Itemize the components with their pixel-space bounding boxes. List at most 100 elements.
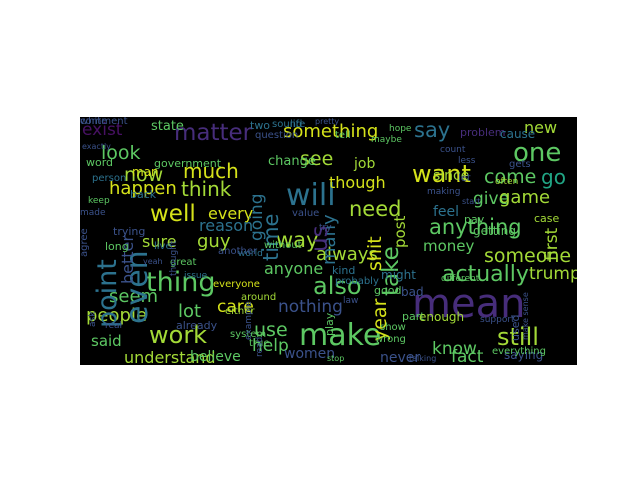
word-change: change <box>268 154 316 169</box>
word-support: support <box>480 315 515 325</box>
word-know: know <box>432 339 477 359</box>
word-look: look <box>101 142 141 164</box>
word-might: might <box>381 268 416 282</box>
word-try: try <box>319 223 332 233</box>
word-law: law <box>343 296 359 306</box>
word-world: world <box>238 249 263 259</box>
word-tell: tell <box>335 130 351 141</box>
word-everything: everything <box>492 346 546 357</box>
word-two: two <box>250 119 271 132</box>
word-actually: actually <box>442 262 529 287</box>
word-though: though <box>329 173 386 192</box>
word-believe: believe <box>190 349 241 365</box>
word-gets: gets <box>509 159 531 170</box>
word-go: go <box>541 165 566 189</box>
word-said: said <box>91 332 122 350</box>
word-someone: someone <box>484 245 572 267</box>
word-job: job <box>354 156 376 172</box>
word-true: true <box>249 338 270 349</box>
word-bad: bad <box>401 285 424 299</box>
word-agree: agree <box>80 228 90 257</box>
word-help: help <box>252 336 289 356</box>
word-stop: stop <box>327 354 345 363</box>
word-game: game <box>499 187 551 208</box>
word-system: system <box>230 329 267 340</box>
word-cause: cause <box>500 127 536 141</box>
word-new: new <box>524 118 558 137</box>
word-much: much <box>183 159 239 183</box>
word-making: making <box>427 187 461 197</box>
word-feel: feel <box>433 204 460 220</box>
word-around: around <box>241 292 277 303</box>
word-less: less <box>458 156 476 166</box>
word-enough: enough <box>419 310 465 324</box>
word-long: long <box>105 240 129 253</box>
word-saying: saying <box>504 348 544 362</box>
word-anyone: anyone <box>264 259 324 278</box>
word-made: made <box>80 208 106 218</box>
word-matter: matter <box>174 120 253 146</box>
word-state: state <box>151 119 184 134</box>
word-maybe: maybe <box>371 135 402 145</box>
word-guy: guy <box>197 231 231 252</box>
word-trump: trump <box>529 264 577 284</box>
word-kind: kind <box>332 264 356 277</box>
word-real: real <box>105 321 123 331</box>
word-see: see <box>300 148 334 170</box>
word-live: live <box>154 241 172 252</box>
word-exactly: exactly <box>82 142 111 151</box>
word-always: always <box>316 244 378 265</box>
word-cloud: exist matter something say new one look problem… <box>80 117 577 365</box>
word-comment: comment <box>80 117 128 127</box>
word-wrong: wrong <box>375 334 406 345</box>
word-thing: thing <box>146 267 216 298</box>
word-happen: happen <box>109 178 177 199</box>
word-never: never <box>380 350 421 365</box>
word-sure: sure <box>142 232 177 251</box>
word-value: value <box>292 208 320 219</box>
word-people: people <box>86 305 148 326</box>
word-issue: issue <box>184 271 208 281</box>
word-word: word <box>86 156 114 169</box>
word-pretty: pretty <box>315 117 340 126</box>
word-now: now <box>124 164 164 186</box>
word-make-sense: make sense <box>521 291 530 340</box>
word-one: one <box>513 138 562 168</box>
word-also: also <box>313 272 362 300</box>
word-play: play <box>323 312 336 337</box>
word-ask: ask <box>88 311 98 327</box>
word-talking: talking <box>409 354 437 363</box>
word-keep: keep <box>88 196 110 206</box>
word-care: care <box>217 297 254 317</box>
word-different: different <box>441 274 480 284</box>
word-still: still <box>497 323 539 351</box>
word-first: first <box>542 228 562 262</box>
word-way: way <box>276 228 319 252</box>
word-going: going <box>247 193 267 242</box>
word-reason: reason <box>199 216 254 235</box>
word-lot: lot <box>178 301 202 322</box>
word-start: start <box>462 197 481 206</box>
word-probably: probably <box>335 276 379 287</box>
word-say: say <box>414 118 451 142</box>
word-man: man <box>132 165 159 179</box>
word-work: work <box>149 321 208 349</box>
word-need: need <box>349 197 402 221</box>
word-back: back <box>130 188 157 201</box>
word-count: count <box>440 145 466 155</box>
word-problem: problem <box>460 126 506 139</box>
word-trying: trying <box>113 225 146 238</box>
word-pay: pay <box>464 213 485 226</box>
word-sound: sound <box>272 119 303 130</box>
word-let: let <box>458 173 471 184</box>
word-show: show <box>380 322 406 333</box>
word-since: since <box>433 168 470 184</box>
word-give: give <box>473 189 510 209</box>
word-anything: anything <box>429 215 522 239</box>
word-women: women <box>284 346 336 362</box>
word-already: already <box>176 319 218 332</box>
word-everyone: everyone <box>213 279 260 290</box>
word-shit: shit <box>364 236 386 271</box>
word-example: example <box>244 301 254 340</box>
